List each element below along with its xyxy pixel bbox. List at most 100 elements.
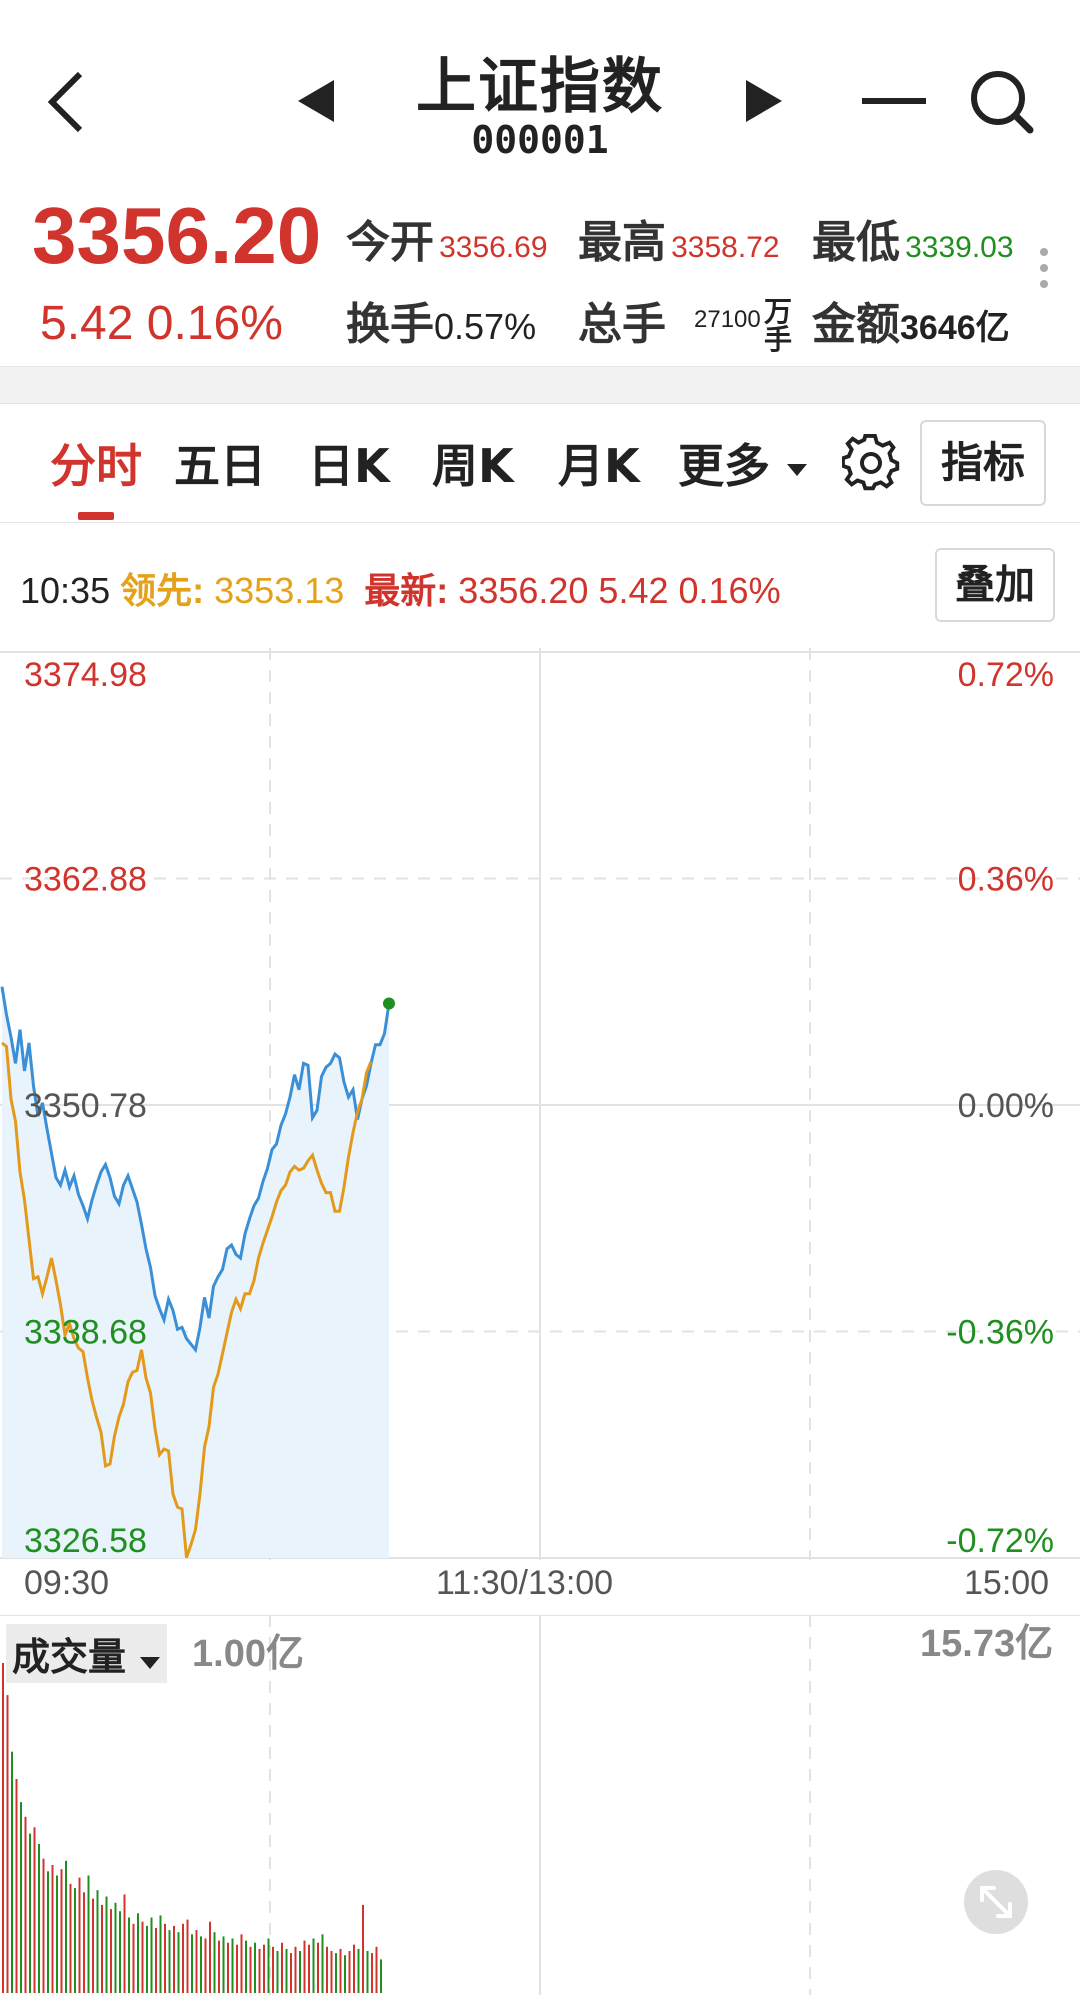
volume-bar — [137, 1913, 139, 1993]
volume-bar — [65, 1860, 67, 1993]
volume-bar — [326, 1946, 328, 1993]
volume-bar — [353, 1944, 355, 1993]
price-axis-label: 3338.68 — [24, 1314, 147, 1352]
volume-bars — [2, 1663, 382, 1993]
latest-value: 3356.20 5.42 0.16% — [458, 570, 781, 611]
volume-value-box: 27100 — [694, 306, 761, 334]
volume-bar — [245, 1940, 247, 1993]
volume-bar — [47, 1871, 49, 1993]
volume-bar — [15, 1779, 18, 1993]
volume-bar — [276, 1951, 279, 1993]
volume-bar — [164, 1923, 166, 1993]
volume-bar — [375, 1946, 378, 1993]
volume-scale: 1.00亿 — [192, 1633, 304, 1675]
volume-bar — [371, 1953, 373, 1993]
volume-bar — [146, 1925, 148, 1993]
section-divider — [0, 366, 1080, 404]
prev-stock-icon[interactable] — [296, 78, 336, 124]
price-axis-label: 3350.78 — [24, 1087, 147, 1125]
high-label: 最高 — [578, 217, 666, 268]
search-icon[interactable] — [968, 68, 1034, 134]
crosshair-info-line: 10:35 领先: 3353.13 最新: 3356.20 5.42 0.16% — [20, 562, 781, 614]
volume-bar — [186, 1919, 189, 1993]
volume-bar — [294, 1946, 297, 1993]
volume-bar — [123, 1894, 126, 1993]
volume-bar — [141, 1921, 144, 1993]
volume-bar — [348, 1951, 351, 1993]
volume-bar — [155, 1928, 157, 1993]
volume-bar — [128, 1917, 130, 1993]
volume-title: 成交量 — [12, 1635, 127, 1679]
volume-bar — [366, 1951, 369, 1993]
settings-gear-icon[interactable] — [841, 433, 900, 496]
volume-selector[interactable]: 成交量 — [6, 1624, 168, 1683]
active-tab-indicator — [78, 512, 114, 520]
volume-bar — [263, 1944, 265, 1993]
fullscreen-button[interactable] — [964, 1870, 1028, 1934]
overlay-button[interactable]: 叠加 — [935, 548, 1055, 622]
next-stock-icon[interactable] — [744, 78, 784, 124]
percent-axis-label: 0.00% — [958, 1087, 1054, 1125]
volume-bar — [317, 1942, 319, 1993]
more-options-icon[interactable] — [1040, 248, 1048, 296]
minimize-icon[interactable] — [862, 96, 926, 106]
tab-weekly-k[interactable]: 周K — [432, 439, 514, 493]
volume-bar — [92, 1898, 94, 1993]
open-value: 3356.69 — [439, 231, 548, 264]
volume-bar — [110, 1909, 112, 1993]
indicator-button[interactable]: 指标 — [920, 420, 1046, 506]
volume-bar — [303, 1940, 306, 1993]
volume-bar — [339, 1948, 342, 1993]
volume-stat: 总手 — [578, 288, 666, 352]
amount-value: 3646亿 — [900, 309, 1010, 347]
volume-bar — [240, 1934, 243, 1993]
volume-bar — [285, 1948, 288, 1993]
volume-bar — [308, 1944, 310, 1993]
volume-bar — [254, 1942, 256, 1993]
volume-bar — [213, 1932, 216, 1993]
turnover-label: 换手 — [346, 299, 434, 350]
volume-bar — [218, 1940, 220, 1993]
tab-more-label: 更多 — [678, 439, 770, 493]
volume-bar — [173, 1925, 175, 1993]
low-value: 3339.03 — [905, 231, 1014, 264]
lead-label: 领先: — [120, 570, 205, 611]
volume-bar — [321, 1934, 324, 1993]
time-label-close: 15:00 — [964, 1564, 1050, 1602]
info-time: 10:35 — [20, 570, 111, 611]
change-percent: 0.16% — [146, 297, 283, 350]
volume-bar — [11, 1751, 13, 1993]
volume-bar — [204, 1938, 207, 1993]
tab-intraday[interactable]: 分时 — [50, 439, 142, 493]
tab-daily-k[interactable]: 日K — [308, 439, 390, 493]
volume-bar — [105, 1896, 108, 1993]
volume-bar — [69, 1883, 72, 1993]
percent-axis-label: -0.36% — [946, 1314, 1054, 1352]
tab-monthly-k[interactable]: 月K — [558, 439, 640, 493]
intraday-price-chart[interactable]: 3374.98 0.72% 3362.88 0.36% 3350.78 0.00% 3338… — [0, 648, 1080, 1560]
volume-bar — [312, 1938, 315, 1993]
amount-stat: 金额3646亿 — [812, 288, 1010, 352]
volume-bar — [231, 1938, 234, 1993]
volume-bar — [119, 1911, 121, 1993]
volume-bar — [42, 1858, 45, 1993]
volume-bar — [299, 1951, 301, 1993]
volume-unit: 万 — [764, 298, 793, 328]
open-stat: 今开 3356.69 — [346, 206, 548, 270]
price-change: 5.42 0.16% — [40, 296, 283, 351]
percent-axis-label: 0.36% — [958, 861, 1054, 899]
tab-five-day[interactable]: 五日 — [174, 439, 266, 493]
volume-chart[interactable] — [0, 1615, 1080, 1995]
volume-bar — [132, 1923, 135, 1993]
volume-bar — [236, 1944, 238, 1993]
tab-more[interactable]: 更多 — [678, 430, 808, 496]
back-icon[interactable] — [44, 70, 88, 134]
amount-label: 金额 — [812, 299, 900, 350]
volume-bar — [78, 1877, 81, 1993]
volume-bar — [101, 1904, 103, 1993]
percent-axis-label: -0.72% — [946, 1522, 1054, 1560]
volume-bar — [227, 1942, 229, 1993]
time-label-midday: 11:30/13:00 — [436, 1564, 614, 1602]
volume-bar — [150, 1917, 153, 1993]
expand-icon — [980, 1886, 1012, 1918]
